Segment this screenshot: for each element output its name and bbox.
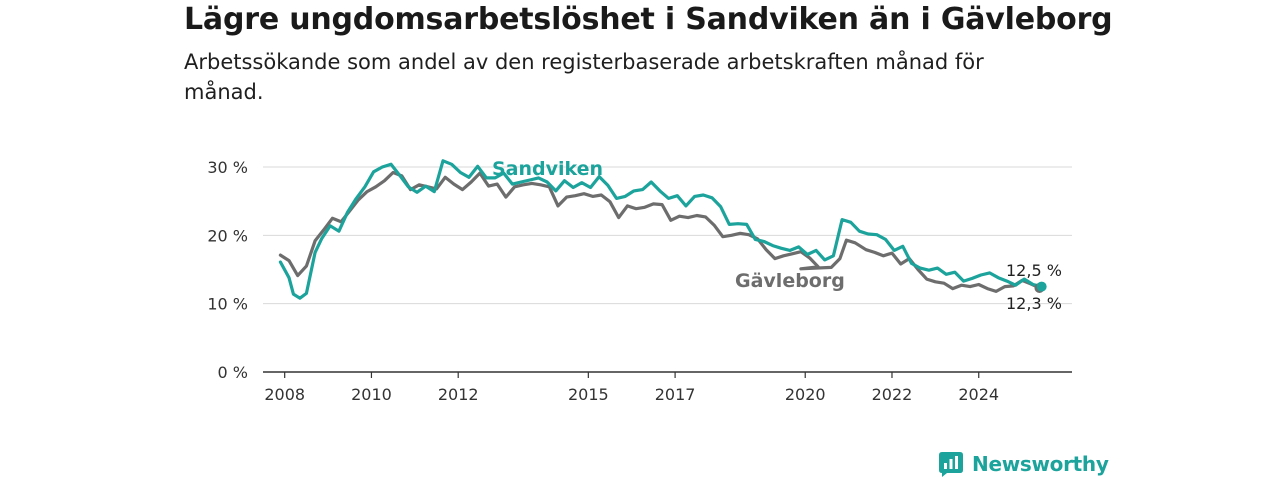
end-label-sandviken: 12,5 % — [1006, 261, 1062, 280]
x-tick-label: 2008 — [264, 385, 305, 404]
end-label-gavleborg: 12,3 % — [1006, 294, 1062, 313]
x-axis: 2008 2010 2012 2015 2017 2020 2022 2024 — [263, 371, 1072, 404]
chart-title: Lägre ungdomsarbetslöshet i Sandviken än… — [184, 2, 1113, 37]
x-tick-label: 2022 — [872, 385, 913, 404]
series-label-sandviken: Sandviken — [492, 158, 603, 180]
y-tick-label: 10 % — [207, 295, 248, 314]
grid-lines — [263, 166, 1072, 305]
x-tick-label: 2017 — [655, 385, 696, 404]
end-point-sandviken — [1036, 281, 1047, 292]
y-tick-label: 20 % — [207, 226, 248, 245]
series-lines — [278, 159, 1047, 300]
y-axis-tick-labels: 0 % 10 % 20 % 30 % — [207, 158, 248, 382]
x-tick-label: 2010 — [351, 385, 392, 404]
newsworthy-brand: Newsworthy — [938, 448, 1109, 480]
series-label-gavleborg: Gävleborg — [735, 270, 845, 292]
x-tick-label: 2024 — [958, 385, 999, 404]
y-tick-label: 0 % — [218, 363, 248, 382]
x-tick-label: 2012 — [438, 385, 479, 404]
brand-name: Newsworthy — [972, 452, 1109, 476]
y-tick-label: 30 % — [207, 158, 248, 177]
newsworthy-logo-icon — [939, 452, 963, 477]
chart-subtitle: Arbetssökande som andel av den registerb… — [184, 50, 984, 104]
series-labels: Sandviken Gävleborg 12,5 % 12,3 % — [492, 158, 1062, 313]
x-tick-label: 2020 — [785, 385, 826, 404]
x-tick-label: 2015 — [568, 385, 609, 404]
series-line-sandviken — [278, 159, 1044, 300]
